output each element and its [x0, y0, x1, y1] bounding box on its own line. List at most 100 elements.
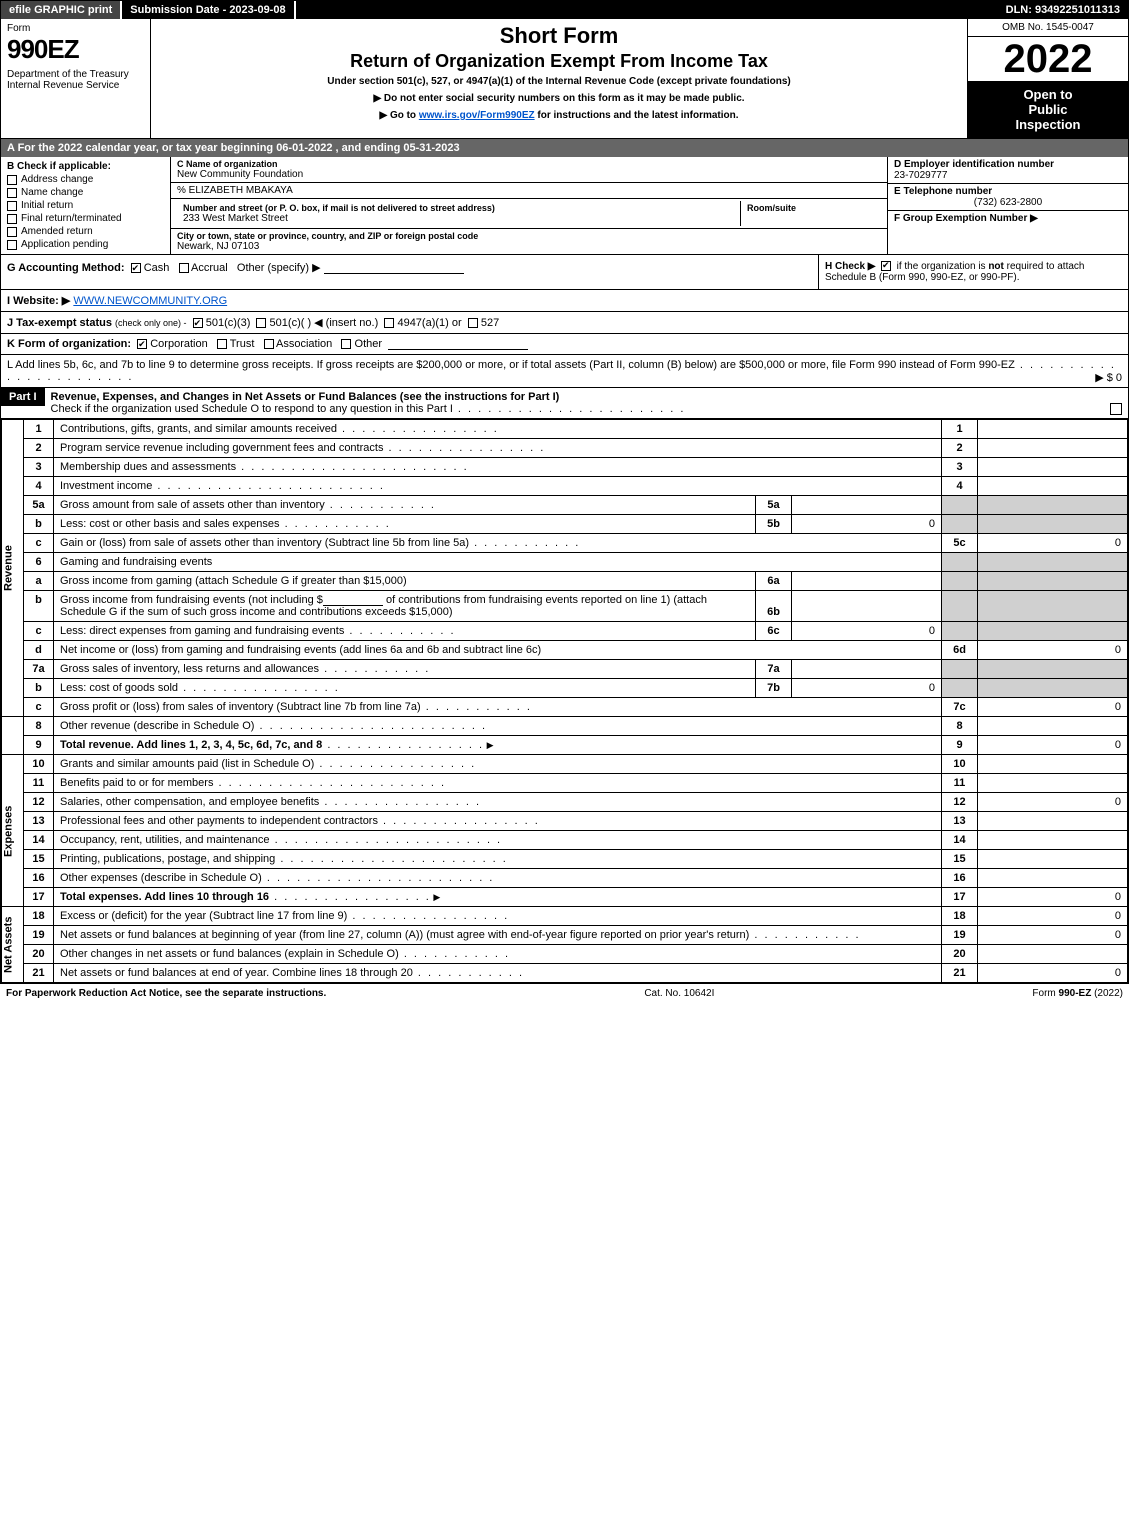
t5a: Gross amount from sale of assets other t… — [60, 499, 325, 511]
chk-final-return[interactable] — [7, 214, 17, 224]
row-line-7b: b Less: cost of goods sold 7b 0 — [2, 679, 1128, 698]
sub5a: 5a — [756, 496, 792, 515]
amt20 — [978, 945, 1128, 964]
n4: 4 — [24, 477, 54, 496]
chk-amended-return[interactable] — [7, 227, 17, 237]
row-line-16: 16 Other expenses (describe in Schedule … — [2, 869, 1128, 888]
lbl-4947a1: 4947(a)(1) or — [397, 317, 461, 329]
other-org-blank[interactable] — [388, 338, 528, 350]
t5b: Less: cost or other basis and sales expe… — [60, 518, 280, 530]
lbl-initial-return: Initial return — [21, 200, 73, 211]
room-hdr: Room/suite — [747, 203, 875, 213]
chk-501c[interactable] — [256, 318, 266, 328]
t16: Other expenses (describe in Schedule O) — [60, 872, 262, 884]
row-line-5b: b Less: cost or other basis and sales ex… — [2, 515, 1128, 534]
line-j: J Tax-exempt status (check only one) - 5… — [1, 312, 1128, 334]
n6c: c — [24, 622, 54, 641]
line-l: L Add lines 5b, 6c, and 7b to line 9 to … — [1, 355, 1128, 388]
amt16 — [978, 869, 1128, 888]
n14: 14 — [24, 831, 54, 850]
chk-application-pending[interactable] — [7, 240, 17, 250]
gray-7a — [942, 660, 978, 679]
gray-6 — [942, 553, 978, 572]
n1: 1 — [24, 420, 54, 439]
tax-year: 2022 — [968, 37, 1128, 81]
chk-accrual[interactable] — [179, 263, 189, 273]
n9: 9 — [24, 736, 54, 755]
subv5b: 0 — [792, 515, 942, 534]
row-line-5a: 5a Gross amount from sale of assets othe… — [2, 496, 1128, 515]
chk-schedule-o-part-i[interactable] — [1110, 403, 1122, 415]
chk-initial-return[interactable] — [7, 201, 17, 211]
sub7a: 7a — [756, 660, 792, 679]
lbl-527: 527 — [481, 317, 499, 329]
t12: Salaries, other compensation, and employ… — [60, 796, 319, 808]
blank-6b[interactable] — [323, 594, 383, 606]
n12: 12 — [24, 793, 54, 812]
col4: 4 — [942, 477, 978, 496]
n8: 8 — [24, 717, 54, 736]
chk-name-change[interactable] — [7, 188, 17, 198]
chk-association[interactable] — [264, 339, 274, 349]
revenue-vertical-label: Revenue — [2, 420, 24, 717]
section-b-c-d: B Check if applicable: Address change Na… — [1, 157, 1128, 255]
part-i-header-row: Part I Revenue, Expenses, and Changes in… — [1, 388, 1128, 419]
chk-trust[interactable] — [217, 339, 227, 349]
part-i-check-line: Check if the organization used Schedule … — [51, 403, 453, 415]
line-a-tax-year: A For the 2022 calendar year, or tax yea… — [1, 139, 1128, 157]
line-l-value: ▶ $ 0 — [1095, 371, 1122, 384]
n3: 3 — [24, 458, 54, 477]
chk-schedule-b-not-required[interactable] — [881, 261, 891, 271]
form-header: Form 990EZ Department of the Treasury In… — [1, 19, 1128, 139]
col14: 14 — [942, 831, 978, 850]
row-line-6d: d Net income or (loss) from gaming and f… — [2, 641, 1128, 660]
t4: Investment income — [60, 480, 152, 492]
irs-link[interactable]: www.irs.gov/Form990EZ — [419, 110, 535, 121]
chk-527[interactable] — [468, 318, 478, 328]
chk-501c3[interactable] — [193, 318, 203, 328]
box-b: B Check if applicable: Address change Na… — [1, 157, 171, 254]
amt9: 0 — [978, 736, 1128, 755]
amt18: 0 — [978, 907, 1128, 926]
row-line-5c: c Gain or (loss) from sale of assets oth… — [2, 534, 1128, 553]
footer-form-post: (2022) — [1091, 988, 1123, 999]
telephone: (732) 623-2800 — [894, 197, 1122, 208]
n5b: b — [24, 515, 54, 534]
chk-4947a1[interactable] — [384, 318, 394, 328]
amt3 — [978, 458, 1128, 477]
n2: 2 — [24, 439, 54, 458]
chk-cash[interactable] — [131, 263, 141, 273]
row-line-13: 13 Professional fees and other payments … — [2, 812, 1128, 831]
chk-address-change[interactable] — [7, 175, 17, 185]
amt1 — [978, 420, 1128, 439]
subv5a — [792, 496, 942, 515]
other-specify-blank[interactable] — [324, 262, 464, 274]
chk-corporation[interactable] — [137, 339, 147, 349]
t21: Net assets or fund balances at end of ye… — [60, 967, 413, 979]
sub6c: 6c — [756, 622, 792, 641]
amt21: 0 — [978, 964, 1128, 983]
n7c: c — [24, 698, 54, 717]
efile-print-label[interactable]: efile GRAPHIC print — [1, 1, 122, 19]
ssn-warning: ▶ Do not enter social security numbers o… — [157, 93, 961, 104]
expenses-vertical-label: Expenses — [2, 755, 24, 907]
col17: 17 — [942, 888, 978, 907]
t7b: Less: cost of goods sold — [60, 682, 178, 694]
row-line-11: 11 Benefits paid to or for members 11 — [2, 774, 1128, 793]
amt6d: 0 — [978, 641, 1128, 660]
n5c: c — [24, 534, 54, 553]
form-footer-ref: Form 990-EZ (2022) — [1032, 988, 1123, 999]
t2: Program service revenue including govern… — [60, 442, 383, 454]
amt14 — [978, 831, 1128, 850]
col19: 19 — [942, 926, 978, 945]
open-to-public-box: Open to Public Inspection — [968, 81, 1128, 138]
lbl-cash: Cash — [144, 262, 170, 274]
website-link[interactable]: WWW.NEWCOMMUNITY.ORG — [73, 295, 227, 307]
box-c: C Name of organization New Community Fou… — [171, 157, 888, 254]
line-l-text: L Add lines 5b, 6c, and 7b to line 9 to … — [7, 359, 1015, 371]
group-exemption-hdr: F Group Exemption Number ▶ — [894, 213, 1122, 224]
instructions-link-line: ▶ Go to www.irs.gov/Form990EZ for instru… — [157, 110, 961, 121]
t6d: Net income or (loss) from gaming and fun… — [60, 644, 541, 656]
chk-other-org[interactable] — [341, 339, 351, 349]
row-line-15: 15 Printing, publications, postage, and … — [2, 850, 1128, 869]
